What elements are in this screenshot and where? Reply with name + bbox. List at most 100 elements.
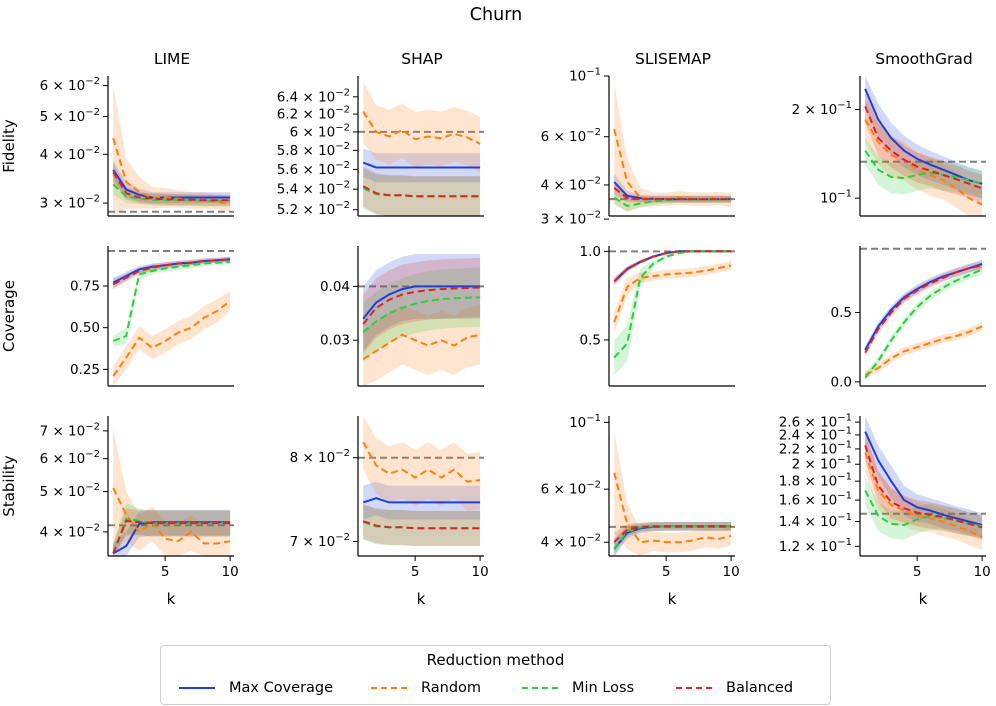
y-tick-label: 5.4 × 10−2 — [277, 180, 350, 198]
figure-title: Churn — [470, 5, 522, 25]
series-line-balanced — [112, 258, 231, 286]
series-line-balanced — [362, 185, 481, 198]
series-line-min-loss — [864, 268, 983, 379]
y-tick-label: 8 × 10−2 — [290, 448, 350, 466]
x-tick-label: 5 — [411, 564, 420, 580]
x-axis-title: k — [417, 590, 426, 608]
y-tick-label: 2.6 × 10−1 — [779, 413, 852, 431]
series-line-balanced — [864, 444, 983, 529]
series-line-max-coverage — [362, 161, 481, 169]
y-tick-label: 2.4 × 10−1 — [779, 425, 852, 443]
series-line-random — [864, 325, 983, 376]
legend-label-min-loss: Min Loss — [572, 680, 635, 696]
band-random — [363, 416, 481, 511]
y-axis-title: Fidelity — [0, 119, 18, 173]
y-tick-label: 0.25 — [70, 362, 100, 378]
y-tick-label: 2 × 10−1 — [792, 100, 852, 118]
chart-panel-11: 1.2 × 10−1 1.4 × 10−1 1.6 × 10−11.8 × 10−1… — [779, 413, 991, 608]
x-axis-title: k — [919, 590, 928, 608]
legend-item-balanced: Balanced — [676, 680, 793, 696]
plot-area — [860, 247, 986, 381]
y-tick-label: 4 × 10−2 — [40, 145, 100, 163]
band-balanced — [363, 504, 481, 546]
y-tick-label: 7 × 10−2 — [290, 532, 350, 550]
chart-panel-10: 4 × 10−2 6 × 10−2 10−1 5 10 k — [541, 413, 740, 608]
band-random — [865, 434, 983, 551]
series-line-balanced — [362, 286, 481, 325]
band-max-coverage — [865, 416, 983, 538]
series-line-max-coverage — [112, 169, 231, 199]
band-min-loss — [614, 250, 732, 376]
band-random — [614, 261, 732, 333]
band-max-coverage — [614, 250, 732, 285]
y-tick-label: 10−1 — [820, 189, 852, 207]
y-tick-label: 6 × 10−2 — [290, 122, 350, 140]
x-tick-label: 5 — [913, 564, 922, 580]
series-line-random — [362, 333, 481, 360]
band-max-coverage — [113, 160, 231, 204]
band-random — [113, 85, 231, 215]
series-line-max-coverage — [362, 285, 481, 320]
y-tick-label: 0.5 — [580, 332, 601, 348]
chart-panel-9: 7 × 10−2 8 × 10−2 5 10 k — [290, 416, 489, 608]
x-axis-title: k — [668, 590, 677, 608]
band-min-loss — [113, 502, 231, 556]
series-line-min-loss — [864, 489, 983, 528]
y-tick-label: 5.8 × 10−2 — [277, 141, 350, 159]
x-axis-title: k — [167, 590, 176, 608]
y-tick-label: 1.0 — [580, 244, 601, 260]
band-min-loss — [363, 168, 481, 216]
series-line-random — [613, 264, 732, 323]
y-tick-label: 1.8 × 10−1 — [779, 472, 852, 490]
series-line-random — [362, 110, 481, 145]
y-tick-label: 10−1 — [569, 413, 601, 431]
chart-panel-2: 3 × 10−2 4 × 10−2 6 × 10−2 10−1 — [541, 67, 735, 228]
y-tick-label: 2 × 10−1 — [792, 455, 852, 473]
band-balanced — [113, 508, 231, 556]
band-balanced — [614, 250, 732, 285]
chart-panel-5: 0.03 0.04 — [320, 246, 484, 387]
y-tick-label: 3 × 10−2 — [541, 210, 601, 228]
band-random — [614, 431, 732, 556]
plot-area — [108, 250, 234, 386]
band-min-loss — [363, 267, 481, 362]
x-tick-label: 10 — [222, 564, 239, 580]
x-tick-label: 5 — [161, 564, 170, 580]
band-balanced — [363, 166, 481, 216]
series-line-min-loss — [864, 150, 983, 185]
plot-area — [860, 416, 986, 551]
y-tick-label: 2.2 × 10−1 — [779, 439, 852, 457]
y-tick-label: 6.4 × 10−2 — [277, 87, 350, 105]
y-tick-label: 6 × 10−2 — [40, 449, 100, 467]
band-balanced — [865, 431, 983, 540]
legend-swatch-balanced — [676, 687, 712, 689]
y-tick-label: 1.2 × 10−1 — [779, 537, 852, 555]
x-tick-label: 5 — [662, 564, 671, 580]
plot-area — [609, 431, 735, 556]
series-line-balanced — [864, 106, 983, 190]
chart-panel-7: 0.0 0.5 — [831, 246, 986, 390]
series-line-random — [112, 487, 231, 545]
series-line-balanced — [613, 250, 732, 283]
series-line-min-loss — [112, 183, 231, 202]
band-max-coverage — [363, 481, 481, 520]
legend-item-random: Random — [371, 680, 481, 696]
plot-area — [108, 85, 234, 215]
chart-panel-4: 0.25 0.50 0.75 Coverage — [0, 246, 234, 387]
plot-area — [358, 81, 484, 216]
chart-panel-1: 5.2 × 10−2 5.4 × 10−2 5.6 × 10−25.8 × 10−2… — [277, 76, 484, 218]
y-tick-label: 4 × 10−2 — [541, 533, 601, 551]
y-tick-label: 5.6 × 10−2 — [277, 160, 350, 178]
y-tick-label: 6.2 × 10−2 — [277, 105, 350, 123]
series-line-balanced — [613, 525, 732, 543]
series-line-balanced — [864, 264, 983, 354]
series-line-balanced — [613, 187, 732, 201]
plot-area — [108, 428, 234, 556]
y-tick-label: 1.4 × 10−1 — [779, 512, 852, 530]
column-title-slisemap: SLISEMAP — [635, 50, 711, 68]
series-line-balanced — [112, 519, 231, 554]
y-tick-label: 6 × 10−2 — [40, 76, 100, 94]
legend-label-max-coverage: Max Coverage — [229, 680, 334, 696]
column-title-smoothgrad: SmoothGrad — [875, 50, 973, 68]
y-tick-label: 0.50 — [70, 320, 100, 336]
